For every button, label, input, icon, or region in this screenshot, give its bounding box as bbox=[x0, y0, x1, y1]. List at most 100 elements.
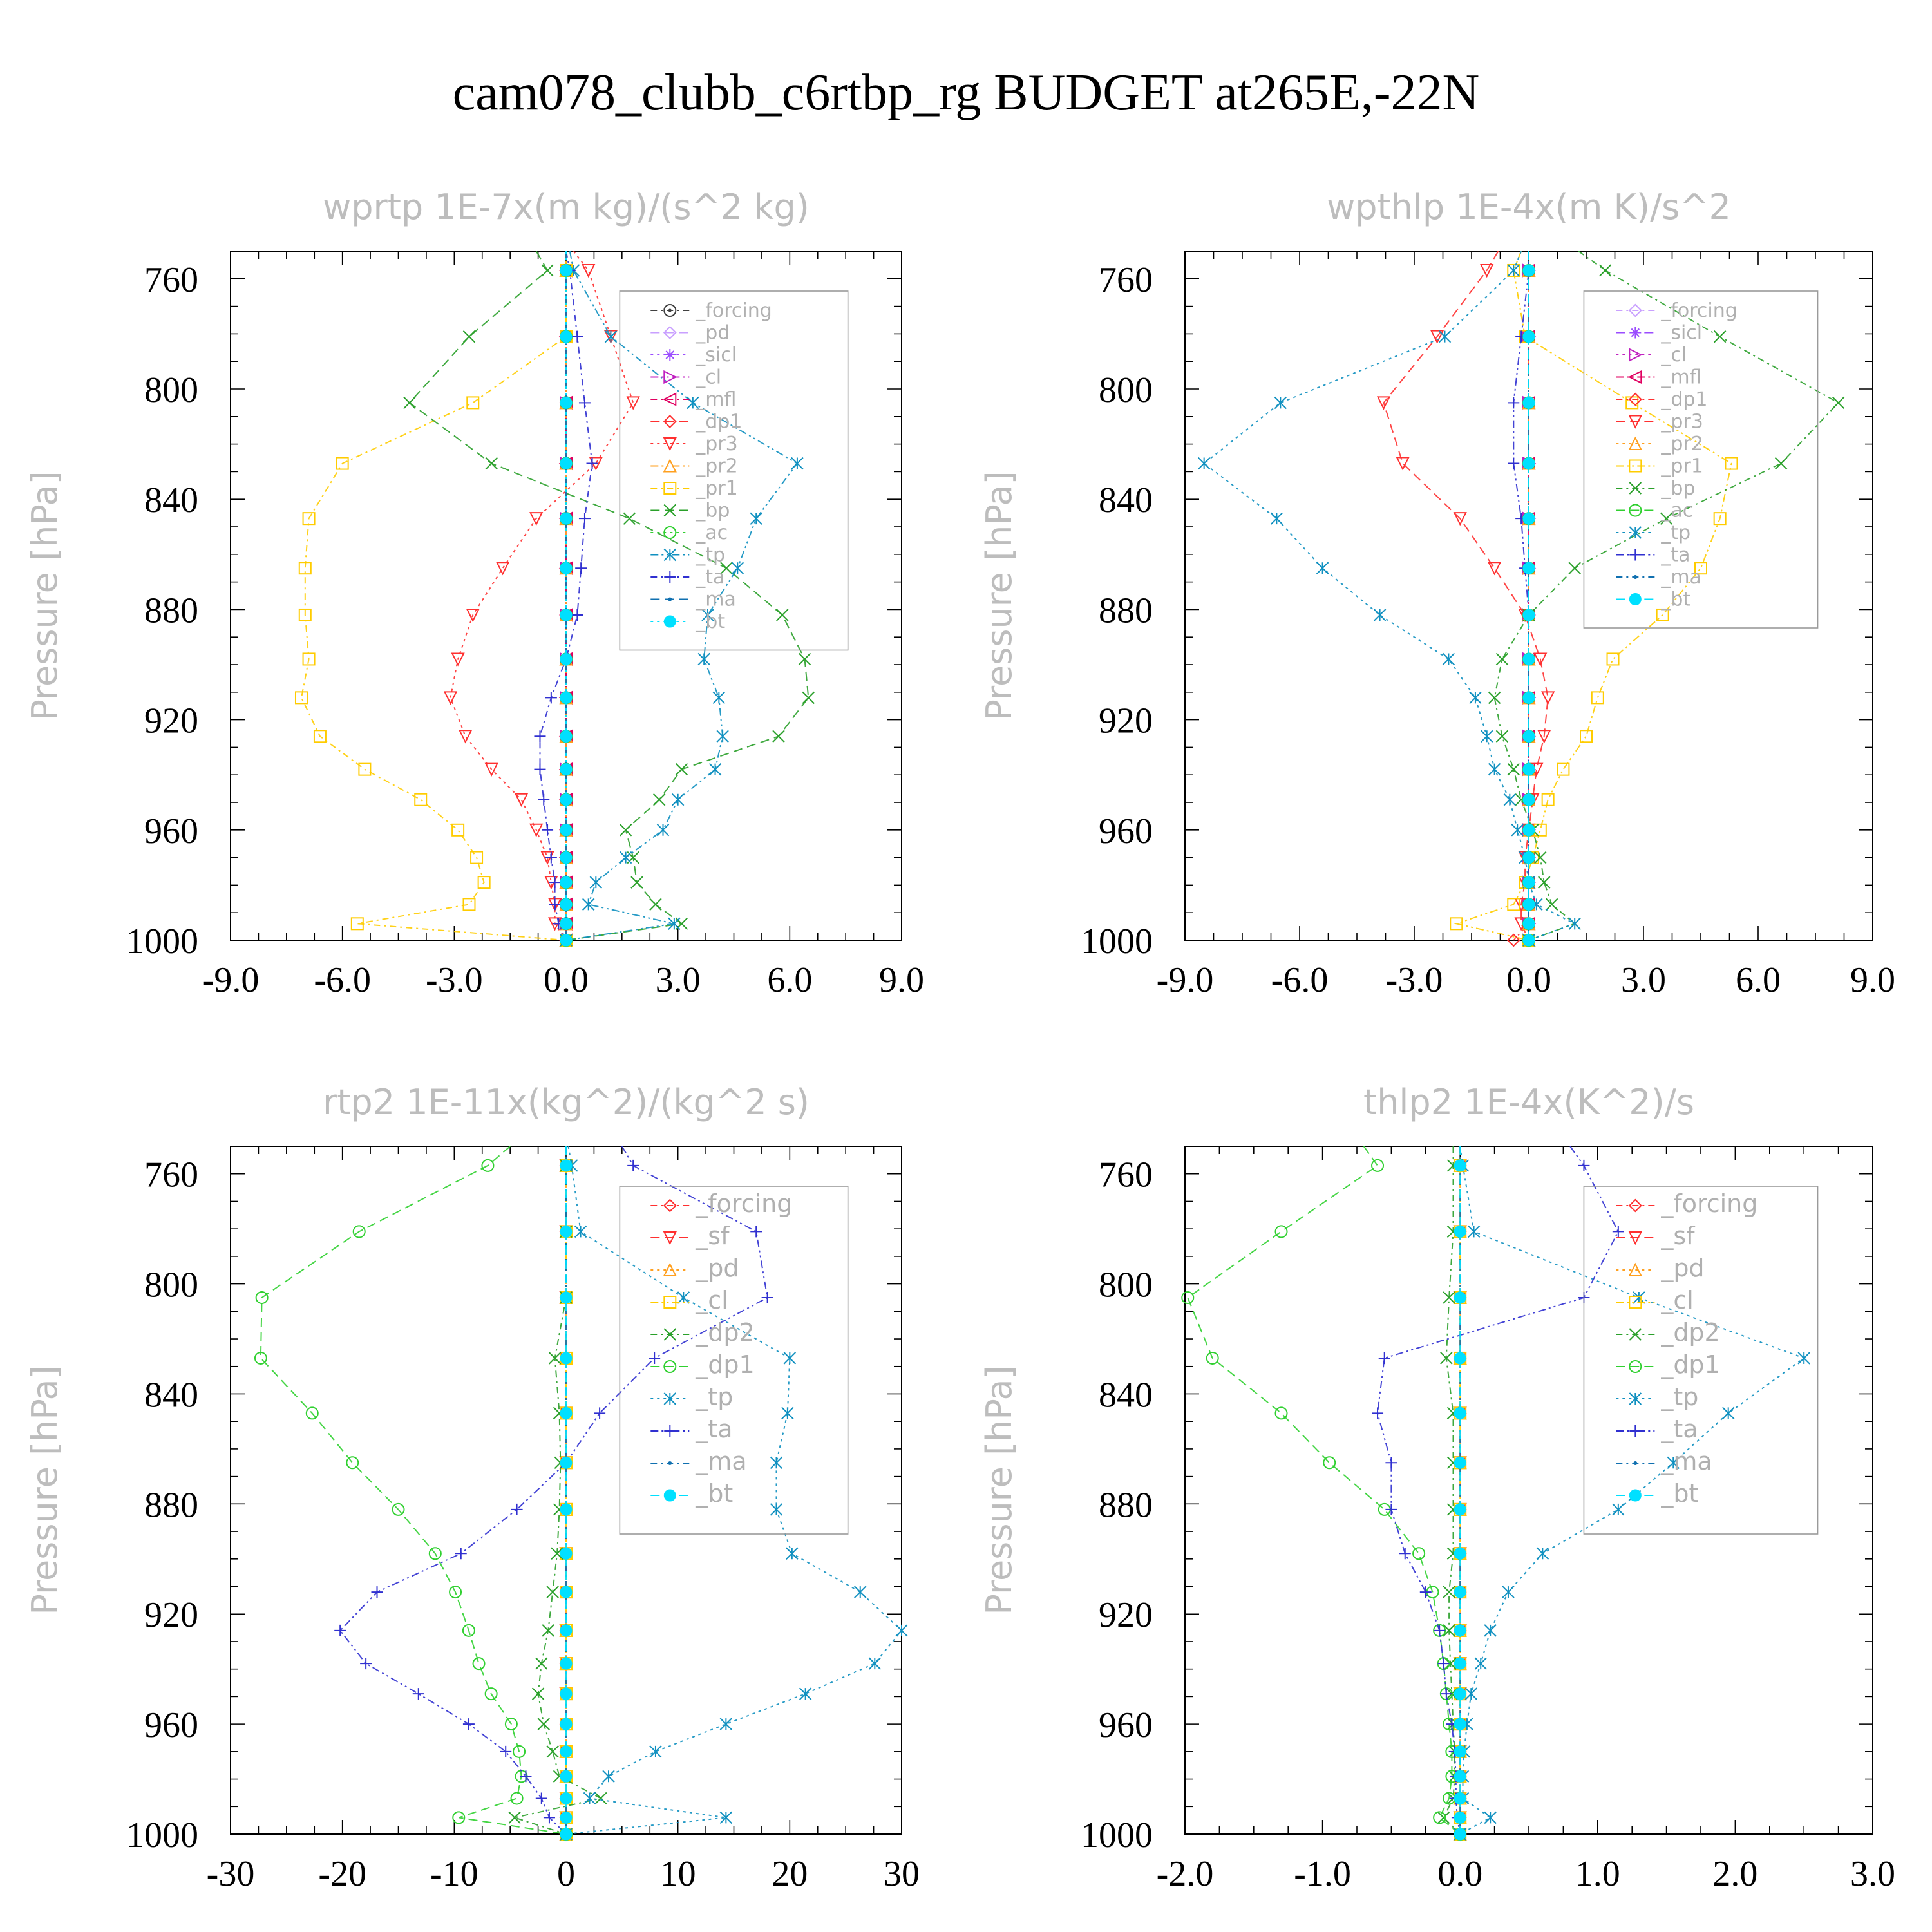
data-point bbox=[560, 562, 573, 574]
data-point bbox=[854, 1586, 867, 1598]
data-point bbox=[708, 762, 722, 776]
data-point bbox=[452, 1811, 466, 1824]
data-point bbox=[719, 1718, 733, 1730]
data-point bbox=[1454, 1828, 1466, 1841]
data-point bbox=[574, 1225, 587, 1238]
legend-label: _tp bbox=[695, 544, 725, 567]
data-point bbox=[428, 1547, 442, 1560]
legend-swatch-marker bbox=[663, 548, 677, 562]
y-tick-label: 880 bbox=[144, 1485, 198, 1525]
data-point bbox=[1488, 762, 1501, 776]
data-point bbox=[602, 1770, 615, 1783]
data-point bbox=[868, 1657, 882, 1670]
series-line bbox=[260, 1146, 567, 1835]
data-point bbox=[1450, 917, 1463, 931]
data-point bbox=[462, 1718, 475, 1730]
data-point bbox=[575, 562, 587, 574]
data-point bbox=[305, 1406, 319, 1420]
legend-swatch-marker bbox=[663, 1328, 677, 1341]
legend-label: _pr2 bbox=[695, 455, 737, 478]
x-tick-label: 3.0 bbox=[1621, 960, 1666, 1000]
series-dp1 bbox=[1181, 1146, 1467, 1841]
legend-swatch-marker bbox=[1629, 348, 1643, 362]
data-point bbox=[560, 1406, 573, 1419]
data-point bbox=[1444, 1657, 1457, 1670]
data-point bbox=[1522, 512, 1535, 525]
legend-label: _bt bbox=[1660, 1479, 1698, 1508]
data-point bbox=[1454, 1225, 1466, 1238]
legend-swatch-marker bbox=[663, 415, 677, 428]
data-point bbox=[1467, 1225, 1481, 1238]
legend-label: _tp bbox=[1660, 522, 1690, 544]
data-point bbox=[1274, 396, 1287, 410]
legend-swatch-marker bbox=[1633, 575, 1638, 579]
legend: _forcing _sf _pd _cl _dp2 _dp1 _tp _ta _ma _bt bbox=[1583, 1186, 1819, 1535]
legend-box bbox=[619, 1186, 849, 1535]
x-tick-label: -6.0 bbox=[1271, 960, 1329, 1000]
series-tp bbox=[560, 1146, 908, 1841]
data-point bbox=[1598, 264, 1612, 277]
data-point bbox=[1454, 1159, 1466, 1172]
data-point bbox=[538, 793, 550, 806]
legend-label: _dp1 bbox=[1660, 388, 1707, 411]
data-point bbox=[560, 876, 573, 889]
data-point bbox=[1480, 263, 1494, 278]
series-line bbox=[1443, 1146, 1461, 1835]
data-point bbox=[571, 330, 583, 343]
data-point bbox=[1511, 824, 1524, 837]
data-point bbox=[560, 1586, 573, 1598]
data-point bbox=[449, 1586, 462, 1599]
y-tick-label: 880 bbox=[1099, 591, 1153, 630]
data-point bbox=[578, 397, 591, 409]
data-point bbox=[582, 263, 596, 278]
data-point bbox=[791, 457, 804, 470]
legend-swatch-marker bbox=[1628, 392, 1642, 406]
data-point bbox=[346, 1456, 359, 1470]
legend-box bbox=[1583, 290, 1819, 629]
data-point bbox=[520, 1770, 532, 1783]
data-point bbox=[560, 1828, 573, 1841]
legend-label: _bp bbox=[695, 500, 730, 522]
data-point bbox=[1522, 562, 1535, 574]
data-point bbox=[619, 824, 632, 837]
data-point bbox=[675, 762, 688, 776]
data-point bbox=[1541, 793, 1555, 806]
data-point bbox=[701, 609, 714, 621]
y-axis-label: Pressure [hPa] bbox=[24, 471, 65, 720]
data-point bbox=[626, 396, 640, 410]
data-point bbox=[360, 1658, 372, 1670]
data-point bbox=[1774, 457, 1788, 470]
data-point bbox=[560, 1792, 573, 1804]
legend-swatch-marker bbox=[1628, 1198, 1642, 1213]
data-point bbox=[549, 898, 561, 911]
data-point bbox=[1522, 876, 1535, 889]
y-tick-label: 880 bbox=[144, 591, 198, 630]
data-point bbox=[1568, 917, 1581, 931]
legend-swatch-marker bbox=[1628, 370, 1642, 384]
series-line bbox=[450, 251, 634, 941]
data-point bbox=[653, 793, 666, 806]
series-line bbox=[1459, 1146, 1806, 1835]
legend-label: _dp1 bbox=[695, 1350, 754, 1379]
y-tick-label: 800 bbox=[1099, 1265, 1153, 1305]
data-point bbox=[583, 1792, 596, 1805]
data-point bbox=[1454, 1547, 1466, 1560]
data-point bbox=[1443, 1624, 1455, 1637]
data-point bbox=[371, 1586, 383, 1598]
legend-label: _dp1 bbox=[695, 411, 742, 433]
legend-swatch-marker bbox=[663, 370, 677, 384]
y-tick-label: 800 bbox=[144, 1265, 198, 1305]
data-point bbox=[1454, 1687, 1466, 1700]
legend-label: _dp2 bbox=[1660, 1318, 1719, 1347]
legend-swatch-marker bbox=[1628, 1262, 1642, 1276]
data-point bbox=[560, 457, 573, 470]
data-point bbox=[1376, 396, 1391, 410]
series-line bbox=[1376, 1146, 1619, 1835]
data-point bbox=[1667, 1456, 1680, 1469]
data-point bbox=[514, 793, 529, 807]
data-point bbox=[549, 876, 561, 889]
y-tick-label: 760 bbox=[1099, 1155, 1153, 1195]
data-point bbox=[534, 763, 546, 775]
data-point bbox=[1454, 1718, 1466, 1730]
data-point bbox=[731, 562, 744, 574]
